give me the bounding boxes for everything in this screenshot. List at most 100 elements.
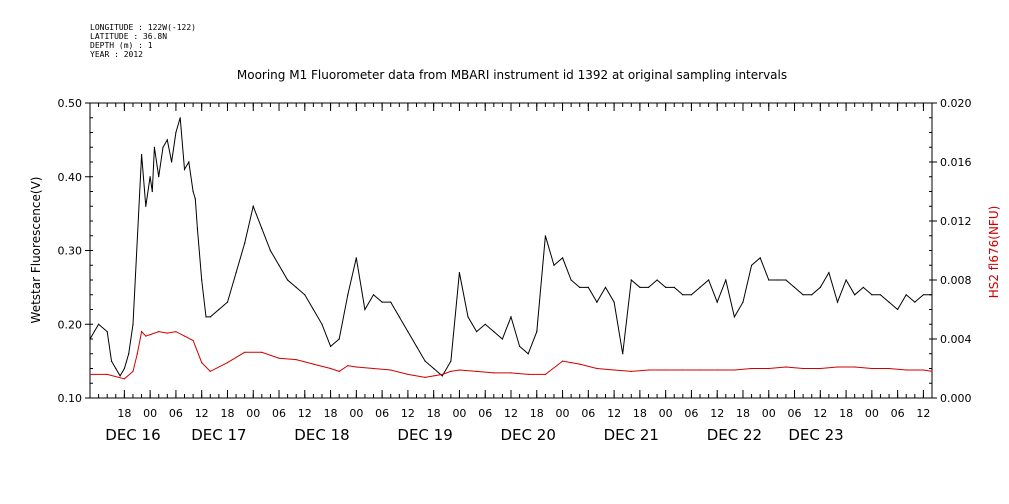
wetstar-point [150, 176, 151, 177]
wetstar-point [321, 324, 322, 325]
wetstar-point [152, 191, 153, 192]
wetstar-point [871, 294, 872, 295]
x-tick-label: 18 [117, 407, 131, 420]
wetstar-point [399, 316, 400, 317]
hs2-point [150, 334, 151, 335]
x-tick-label: 12 [916, 407, 930, 420]
wetstar-point [416, 346, 417, 347]
hs2-point [888, 368, 889, 369]
wetstar-point [330, 346, 331, 347]
wetstar-point [914, 302, 915, 303]
wetstar-point [897, 309, 898, 310]
left-tick-label: 0.40 [58, 171, 83, 184]
wetstar-point [364, 309, 365, 310]
wetstar-point [674, 287, 675, 288]
hs2-point [871, 368, 872, 369]
right-tick-label: 0.020 [940, 97, 972, 110]
hs2-point [931, 371, 932, 372]
hs2-point [571, 362, 572, 363]
wetstar-point [442, 375, 443, 376]
wetstar-point [210, 316, 211, 317]
x-tick-label: 00 [556, 407, 570, 420]
x-tick-label: 12 [710, 407, 724, 420]
wetstar-point [665, 287, 666, 288]
wetstar-point [407, 331, 408, 332]
right-tick-label: 0.008 [940, 274, 972, 287]
wetstar-point [639, 287, 640, 288]
day-label: DEC 17 [191, 426, 246, 444]
x-tick-label: 06 [684, 407, 698, 420]
hs2-point [141, 331, 142, 332]
wetstar-point [803, 294, 804, 295]
hs2-point [854, 366, 855, 367]
x-tick-label: 18 [839, 407, 853, 420]
wetstar-point [141, 154, 142, 155]
hs2-point [528, 374, 529, 375]
hs2-point [201, 362, 202, 363]
wetstar-point [545, 235, 546, 236]
wetstar-point [579, 287, 580, 288]
hs2-point [390, 369, 391, 370]
hs2-point [803, 368, 804, 369]
hs2-point [373, 368, 374, 369]
x-tick-label: 00 [246, 407, 260, 420]
x-tick-label: 18 [736, 407, 750, 420]
wetstar-point [236, 272, 237, 273]
wetstar-point [571, 279, 572, 280]
right-y-axis: 0.000 0.004 0.008 0.012 0.016 0.020 [932, 97, 972, 405]
wetstar-fluorescence-line [90, 118, 932, 376]
wetstar-point [167, 139, 168, 140]
wetstar-point [553, 265, 554, 266]
hs2-point [347, 365, 348, 366]
x-tick-label: 12 [298, 407, 312, 420]
x-tick-label: 18 [324, 407, 338, 420]
wetstar-point [605, 287, 606, 288]
wetstar-point [476, 331, 477, 332]
hs2-point [425, 377, 426, 378]
wetstar-point [467, 316, 468, 317]
wetstar-point [510, 316, 511, 317]
left-y-axis: 0.10 0.20 0.30 0.40 0.50 [58, 97, 91, 405]
x-tick-label: 12 [504, 407, 518, 420]
hs2-point [751, 368, 752, 369]
x-tick-label: 18 [530, 407, 544, 420]
wetstar-point [98, 324, 99, 325]
wetstar-point [888, 302, 889, 303]
right-tick-label: 0.000 [940, 392, 972, 405]
hs2-point [227, 362, 228, 363]
hs2-point [107, 374, 108, 375]
hs2-point [210, 371, 211, 372]
wetstar-point [390, 302, 391, 303]
wetstar-point [171, 161, 172, 162]
wetstar-point [631, 279, 632, 280]
wetstar-point [528, 353, 529, 354]
wetstar-point [253, 206, 254, 207]
hs2-point [631, 371, 632, 372]
hs2-point [614, 369, 615, 370]
wetstar-point [339, 338, 340, 339]
wetstar-point [828, 272, 829, 273]
wetstar-point [485, 324, 486, 325]
hs2-point [442, 374, 443, 375]
wetstar-point [184, 169, 185, 170]
wetstar-point [158, 176, 159, 177]
wetstar-point [180, 117, 181, 118]
wetstar-point [197, 228, 198, 229]
wetstar-point [820, 287, 821, 288]
wetstar-point [682, 294, 683, 295]
hs2-point [278, 358, 279, 359]
wetstar-point [923, 294, 924, 295]
x-tick-label: 06 [788, 407, 802, 420]
wetstar-point [519, 346, 520, 347]
wetstar-point [657, 279, 658, 280]
wetstar-point [261, 228, 262, 229]
x-tick-label: 12 [195, 407, 209, 420]
day-label: DEC 19 [397, 426, 452, 444]
wetstar-point [218, 309, 219, 310]
hs2-point [244, 352, 245, 353]
wetstar-point [304, 294, 305, 295]
hs2-point [137, 353, 138, 354]
hs2-point [510, 372, 511, 373]
day-label: DEC 16 [105, 426, 160, 444]
chart-title: Mooring M1 Fluorometer data from MBARI i… [237, 68, 787, 82]
